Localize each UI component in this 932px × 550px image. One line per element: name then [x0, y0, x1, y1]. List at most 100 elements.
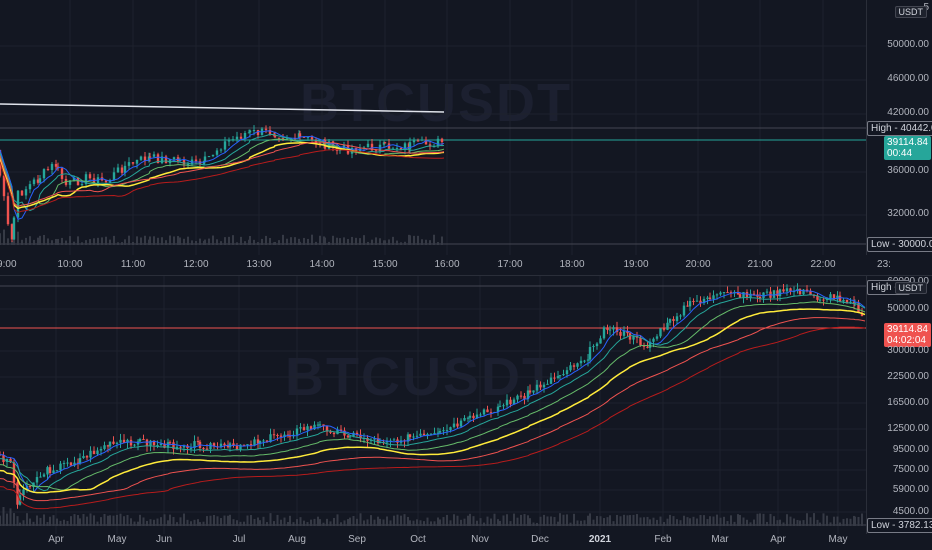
candle-body [572, 365, 576, 367]
candle-body [486, 409, 489, 413]
volume-bar [100, 517, 102, 526]
candle-body [193, 441, 196, 448]
candle-body [399, 147, 403, 150]
candle-body [149, 440, 152, 446]
volume-bar [819, 522, 821, 526]
volume-bar [833, 516, 835, 526]
intraday-chart-canvas[interactable] [0, 0, 866, 255]
candle-body [318, 424, 322, 426]
volume-bar [153, 519, 155, 526]
volume-bar [32, 521, 35, 526]
candle-body [327, 141, 331, 149]
last-price-tag: 39114.84 00:44 [884, 136, 931, 160]
volume-bar [388, 239, 390, 245]
volume-bar [355, 237, 357, 245]
volume-bar [609, 515, 611, 526]
volume-bar [429, 240, 431, 245]
volume-bar [19, 522, 21, 526]
volume-bar [117, 242, 119, 245]
candle-body [666, 322, 669, 330]
high-label: High [871, 123, 892, 134]
candle-body [528, 390, 532, 393]
volume-bar [21, 239, 23, 245]
volume-bar [220, 518, 222, 526]
candle-body [366, 438, 369, 441]
daily-price-axis[interactable]: 60000.00 High - 6 USDT 50000.00 39114.84… [866, 276, 932, 534]
candle-body [283, 434, 286, 437]
volume-bar [603, 518, 605, 526]
candle-body [196, 441, 200, 443]
candle-body [159, 443, 163, 446]
volume-bar [539, 516, 542, 526]
daily-time-axis[interactable]: Apr May Jun Jul Aug Sep Oct Nov Dec 2021 Feb Mar Apr… [0, 530, 932, 550]
volume-bar [386, 516, 388, 526]
candle-body [28, 485, 32, 487]
volume-bar [227, 515, 229, 526]
candle-body [359, 434, 362, 439]
volume-bar [179, 237, 181, 245]
volume-bar [536, 522, 538, 526]
volume-bar [3, 229, 5, 245]
time-tick: 2021 [588, 534, 612, 545]
volume-bar [806, 513, 808, 526]
volume-bar [703, 515, 705, 526]
candle-body [655, 336, 659, 339]
candle-body [273, 135, 277, 138]
volume-bar [121, 242, 123, 245]
last-price-value: 39114.84 [887, 324, 928, 335]
volume-bar [186, 519, 189, 526]
candle-body [116, 167, 120, 173]
candle-body [433, 432, 436, 434]
volume-bar [460, 519, 462, 526]
volume-bar [696, 518, 698, 526]
candle-body [16, 482, 19, 505]
volume-bar [523, 514, 526, 526]
daily-chart-pane[interactable]: BTCUSDT 60000.00 High - 6 USDT 50000.00 … [0, 276, 932, 534]
candle-body [59, 463, 62, 471]
candle-body [569, 365, 572, 371]
candle-body [16, 190, 20, 218]
candle-body [332, 432, 336, 435]
candle-body [692, 301, 695, 303]
volume-bar [317, 516, 319, 526]
volume-bar [273, 521, 275, 526]
candle-body [143, 156, 147, 162]
currency-unit-label[interactable]: USDT [894, 282, 927, 294]
candle-body [12, 217, 16, 240]
candle-body [9, 458, 12, 463]
volume-bar [449, 520, 452, 526]
candle-body [805, 289, 809, 292]
candle-body [373, 438, 376, 440]
last-price-value: 39114.84 [887, 137, 928, 148]
volume-bar [77, 236, 79, 245]
candle-body [539, 384, 542, 388]
volume-bar [289, 515, 291, 526]
volume-bar [276, 514, 279, 526]
intraday-price-axis[interactable]: 5 USDT 50000.00 46000.00 42000.00 High -… [866, 0, 932, 255]
pane-divider[interactable] [0, 275, 932, 276]
intraday-time-axis[interactable]: 09:00 10:00 11:00 12:00 13:00 14:00 15:00 16:00… [0, 255, 932, 275]
candle-body [207, 156, 211, 158]
candle-body [46, 169, 50, 171]
currency-unit-label[interactable]: USDT [894, 6, 927, 18]
volume-bar [336, 514, 339, 526]
candle-body [615, 327, 619, 333]
daily-chart-canvas[interactable] [0, 276, 866, 534]
volume-bar [57, 239, 59, 245]
candle-body [682, 305, 686, 316]
price-tick: 5900.00 [892, 484, 929, 495]
volume-bar [559, 513, 561, 526]
intraday-chart-pane[interactable]: BTCUSDT 5 USDT 50000.00 46000.00 42000.0… [0, 0, 932, 255]
candle-body [302, 427, 306, 431]
candle-body [565, 370, 569, 375]
price-tick: 16500.00 [887, 397, 929, 408]
candle-body [265, 440, 269, 443]
candle-body [302, 136, 306, 138]
candle-body [268, 129, 272, 135]
candle-body [576, 363, 579, 367]
volume-bar [676, 519, 678, 526]
volume-bar [157, 237, 159, 245]
candle-body [546, 383, 549, 385]
candle-body [112, 441, 115, 444]
volume-bar [17, 231, 19, 245]
